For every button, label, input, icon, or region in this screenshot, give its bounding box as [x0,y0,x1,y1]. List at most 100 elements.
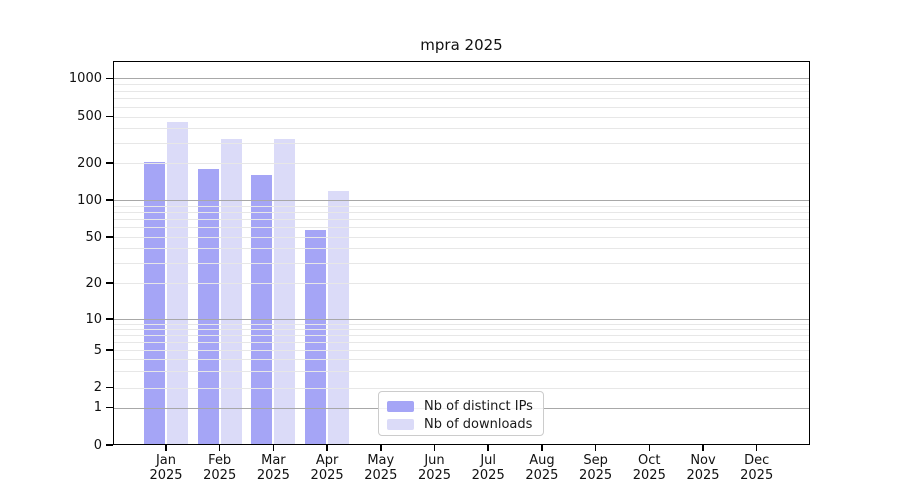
minor-gridline [114,211,809,213]
minor-gridline [114,127,809,129]
y-tick-label: 20 [85,275,102,291]
y-tick-label: 500 [77,109,102,125]
y-tick [106,115,113,118]
y-tick [106,282,113,284]
minor-gridline [114,350,809,351]
minor-gridline [114,106,809,108]
major-gridline [114,200,809,201]
x-label-year: 2025 [632,467,666,483]
y-tick-label: 200 [77,155,102,171]
y-tick [106,349,113,351]
x-tick-nov [702,445,704,451]
x-tick-label-mar: Mar 2025 [246,453,300,483]
x-tick-jan [165,445,167,451]
legend-swatch-distinct-ips [387,400,414,412]
x-tick-label-jun: Jun 2025 [408,453,462,483]
minor-gridline [114,370,809,372]
x-label-year: 2025 [256,467,290,483]
x-label-month: Feb [208,453,232,468]
x-label-month: Nov [690,453,716,468]
x-label-year: 2025 [364,467,398,483]
y-tick [106,236,113,238]
y-tick-label: 1 [93,400,102,415]
minor-gridline [114,341,809,343]
legend-item-distinct-ips: Nb of distinct IPs [387,398,535,414]
y-tick [106,199,113,201]
x-tick-label-aug: Aug 2025 [515,453,569,483]
minor-gridline [114,84,809,86]
minor-gridline [114,90,809,92]
x-label-year: 2025 [149,467,183,483]
x-label-month: Dec [744,453,770,468]
chart-title: mpra 2025 [420,36,503,54]
x-tick-dec [755,445,758,451]
y-tick-label: 1000 [68,70,102,86]
x-tick-label-feb: Feb 2025 [193,453,247,483]
bar-downloads-mar [274,139,296,445]
minor-gridline [114,323,809,325]
x-tick-label-jul: Jul 2025 [461,453,515,483]
x-tick-feb [218,445,221,451]
legend-label-downloads: Nb of downloads [424,416,533,432]
legend-label-distinct-ips: Nb of distinct IPs [424,398,533,414]
bar-distinct-ips-feb [197,168,219,445]
x-tick-jun [433,445,436,451]
x-label-year: 2025 [579,467,613,483]
x-label-month: Jun [424,453,445,468]
y-tick-label: 0 [93,437,102,453]
bar-distinct-ips-jan [144,161,165,445]
x-label-month: Jul [480,453,497,468]
x-label-month: Mar [261,453,286,468]
minor-gridline [114,359,809,361]
y-tick-label: 100 [77,192,102,208]
x-tick-jul [487,445,489,451]
x-label-year: 2025 [417,467,452,483]
minor-gridline [114,283,809,284]
minor-gridline [114,219,809,221]
x-label-month: Oct [638,453,661,468]
x-label-month: Jan [155,453,177,468]
legend-swatch-downloads [387,418,414,430]
x-label-year: 2025 [310,467,344,483]
y-tick-label: 5 [93,342,102,358]
minor-gridline [114,205,809,207]
x-tick-oct [648,445,651,451]
x-label-month: Apr [315,453,339,468]
bar-downloads-apr [328,191,350,445]
minor-gridline [114,142,809,144]
x-tick-label-oct: Oct 2025 [622,453,676,483]
y-tick [106,77,113,80]
x-tick-label-dec: Dec 2025 [730,453,784,483]
legend: Nb of distinct IPs Nb of downloads [378,391,544,436]
x-tick-label-sep: Sep 2025 [569,453,623,483]
x-tick-label-may: May 2025 [354,453,408,483]
x-label-year: 2025 [740,467,774,483]
x-tick-mar [272,445,275,451]
x-tick-sep [594,445,597,451]
minor-gridline [114,237,809,238]
x-tick-may [380,445,382,451]
x-label-year: 2025 [686,467,720,483]
major-gridline [114,319,809,320]
y-tick [106,386,113,389]
minor-gridline [114,262,809,264]
minor-gridline [114,163,809,164]
x-tick-label-nov: Nov 2025 [676,453,730,483]
x-label-year: 2025 [525,467,559,483]
x-label-month: Aug [529,453,555,468]
minor-gridline [114,98,809,100]
legend-item-downloads: Nb of downloads [387,416,535,432]
x-tick-apr [326,445,328,451]
major-gridline [114,78,809,80]
y-tick [106,162,113,164]
x-tick-label-apr: Apr 2025 [300,453,354,483]
x-label-year: 2025 [203,467,237,483]
minor-gridline [114,227,809,229]
y-tick-label: 2 [93,380,102,395]
y-tick [106,318,113,320]
x-tick-label-jan: Jan 2025 [139,453,193,483]
y-tick-label: 50 [85,229,102,245]
y-tick [106,406,113,409]
minor-gridline [114,116,809,118]
